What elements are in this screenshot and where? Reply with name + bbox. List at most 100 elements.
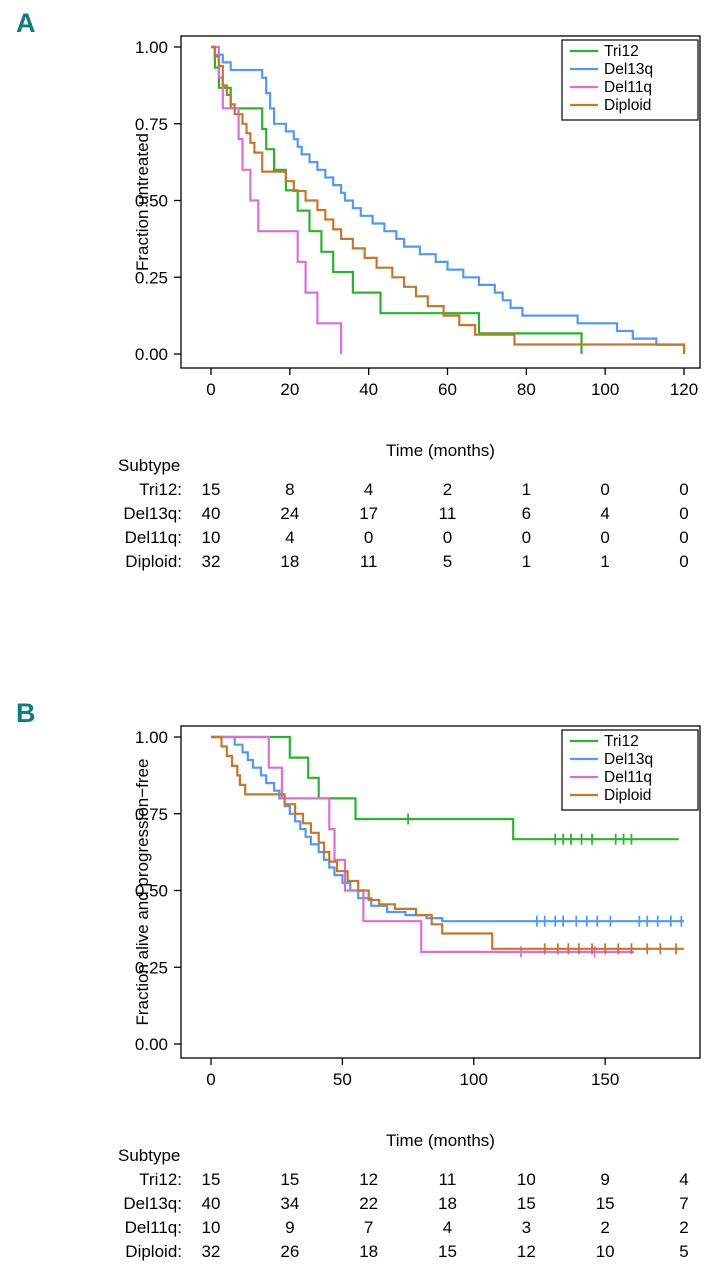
svg-text:Diploid: Diploid (604, 787, 651, 804)
svg-text:4: 4 (443, 1218, 452, 1237)
svg-text:0: 0 (206, 1070, 215, 1089)
svg-text:150: 150 (591, 1070, 619, 1089)
svg-text:1: 1 (522, 480, 531, 499)
svg-text:1.00: 1.00 (135, 728, 168, 747)
svg-text:7: 7 (679, 1194, 688, 1213)
svg-text:0: 0 (679, 552, 688, 571)
svg-text:15: 15 (596, 1194, 615, 1213)
svg-text:9: 9 (600, 1170, 609, 1189)
panel-a-label: A (16, 8, 36, 38)
svg-text:4: 4 (679, 1170, 688, 1189)
svg-text:0: 0 (206, 380, 215, 399)
svg-text:0: 0 (522, 528, 531, 547)
svg-text:18: 18 (438, 1194, 457, 1213)
svg-text:11: 11 (439, 504, 457, 523)
svg-text:Del11q:: Del11q: (125, 528, 182, 547)
panel-b-km-chart: 0.00 0.25 0.50 0.75 1.00 0 50 100 150 Fraction al… (118, 725, 701, 1261)
svg-text:15: 15 (438, 1242, 457, 1261)
svg-text:2: 2 (600, 1218, 609, 1237)
svg-text:Diploid: Diploid (604, 97, 651, 114)
svg-text:20: 20 (280, 380, 299, 399)
svg-text:0.75: 0.75 (135, 805, 168, 824)
svg-text:15: 15 (517, 1194, 536, 1213)
svg-text:0.50: 0.50 (135, 192, 168, 211)
svg-text:Diploid:: Diploid: (125, 552, 182, 571)
svg-text:7: 7 (364, 1218, 373, 1237)
svg-text:0.25: 0.25 (135, 268, 168, 287)
svg-text:Fraction alive and progression: Fraction alive and progression−free (133, 759, 152, 1026)
panel-b-label: B (16, 698, 36, 728)
svg-text:0: 0 (679, 480, 688, 499)
svg-text:40: 40 (359, 380, 378, 399)
svg-text:40: 40 (202, 1194, 221, 1213)
svg-text:0.75: 0.75 (135, 115, 168, 134)
svg-text:4: 4 (600, 504, 609, 523)
svg-text:9: 9 (285, 1218, 294, 1237)
svg-text:3: 3 (522, 1218, 531, 1237)
svg-text:22: 22 (359, 1194, 378, 1213)
svg-text:6: 6 (522, 504, 531, 523)
svg-text:10: 10 (596, 1242, 615, 1261)
svg-text:0: 0 (679, 528, 688, 547)
svg-text:5: 5 (679, 1242, 688, 1261)
svg-text:1.00: 1.00 (135, 38, 168, 57)
svg-text:4: 4 (364, 480, 373, 499)
svg-text:40: 40 (202, 504, 221, 523)
svg-text:Fraction untreated: Fraction untreated (133, 133, 152, 271)
svg-text:0: 0 (600, 480, 609, 499)
svg-text:Del13q: Del13q (604, 751, 653, 768)
svg-text:18: 18 (280, 552, 299, 571)
svg-text:0.00: 0.00 (135, 345, 168, 364)
svg-text:5: 5 (443, 552, 452, 571)
svg-text:Tri12: Tri12 (604, 733, 639, 750)
svg-text:10: 10 (202, 528, 221, 547)
svg-text:32: 32 (202, 552, 221, 571)
svg-text:Diploid:: Diploid: (125, 1242, 182, 1261)
svg-text:15: 15 (280, 1170, 299, 1189)
svg-text:11: 11 (439, 1170, 457, 1189)
svg-text:26: 26 (280, 1242, 299, 1261)
svg-text:0: 0 (443, 528, 452, 547)
svg-text:4: 4 (285, 528, 294, 547)
svg-text:1: 1 (600, 552, 609, 571)
svg-text:0.50: 0.50 (135, 882, 168, 901)
svg-text:10: 10 (517, 1170, 536, 1189)
svg-text:2: 2 (443, 480, 452, 499)
svg-text:Time (months): Time (months) (386, 1131, 495, 1150)
svg-text:Del11q:: Del11q: (125, 1218, 182, 1237)
svg-text:1: 1 (522, 552, 531, 571)
svg-text:12: 12 (517, 1242, 536, 1261)
svg-text:0.00: 0.00 (135, 1035, 168, 1054)
svg-text:8: 8 (285, 480, 294, 499)
svg-text:15: 15 (202, 480, 221, 499)
svg-text:12: 12 (359, 1170, 378, 1189)
svg-text:100: 100 (591, 380, 619, 399)
svg-text:0.25: 0.25 (135, 958, 168, 977)
svg-text:18: 18 (359, 1242, 378, 1261)
svg-text:15: 15 (202, 1170, 221, 1189)
svg-text:Tri12:: Tri12: (139, 480, 182, 499)
svg-text:100: 100 (460, 1070, 488, 1089)
panel-a-km-chart: 0.000.250.500.751.000 20 40 60 80 100 120Fract… (118, 35, 701, 571)
svg-text:Del13q: Del13q (604, 61, 653, 78)
svg-text:Del13q:: Del13q: (123, 504, 182, 523)
svg-text:Del13q:: Del13q: (123, 1194, 182, 1213)
svg-text:11: 11 (360, 552, 378, 571)
svg-text:32: 32 (202, 1242, 221, 1261)
svg-text:120: 120 (670, 380, 698, 399)
svg-text:Subtype: Subtype (118, 1146, 180, 1165)
svg-text:Del11q: Del11q (604, 79, 652, 96)
svg-text:10: 10 (202, 1218, 221, 1237)
svg-text:60: 60 (438, 380, 457, 399)
svg-text:Time (months): Time (months) (386, 441, 495, 460)
svg-text:Tri12: Tri12 (604, 43, 639, 60)
svg-text:2: 2 (679, 1218, 688, 1237)
svg-text:17: 17 (359, 504, 378, 523)
svg-text:0: 0 (600, 528, 609, 547)
svg-text:Del11q: Del11q (604, 769, 652, 786)
svg-text:24: 24 (280, 504, 299, 523)
svg-text:80: 80 (517, 380, 536, 399)
svg-text:Subtype: Subtype (118, 456, 180, 475)
svg-text:Tri12:: Tri12: (139, 1170, 182, 1189)
